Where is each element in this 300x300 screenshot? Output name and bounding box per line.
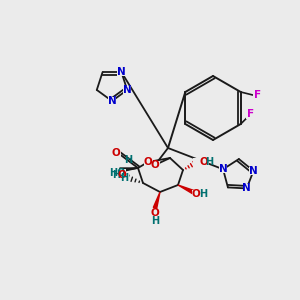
FancyBboxPatch shape [151, 160, 160, 169]
FancyBboxPatch shape [193, 158, 209, 166]
Text: O: O [151, 160, 159, 170]
FancyBboxPatch shape [117, 68, 125, 76]
Text: N: N [249, 166, 258, 176]
Polygon shape [178, 185, 194, 194]
Polygon shape [120, 168, 138, 172]
FancyBboxPatch shape [151, 208, 160, 217]
FancyBboxPatch shape [253, 91, 262, 100]
FancyBboxPatch shape [119, 173, 129, 182]
FancyBboxPatch shape [250, 167, 257, 175]
Text: H: H [151, 216, 159, 226]
FancyBboxPatch shape [246, 110, 255, 118]
Text: H: H [199, 189, 207, 199]
Text: F: F [254, 90, 261, 100]
Text: H: H [205, 157, 213, 167]
Text: HO: HO [109, 168, 125, 178]
Text: N: N [123, 85, 132, 95]
Polygon shape [153, 192, 160, 208]
Text: O: O [151, 208, 159, 218]
FancyBboxPatch shape [243, 184, 251, 192]
FancyBboxPatch shape [108, 97, 116, 105]
FancyBboxPatch shape [219, 165, 227, 173]
FancyBboxPatch shape [108, 169, 126, 178]
FancyBboxPatch shape [143, 158, 152, 166]
FancyBboxPatch shape [106, 170, 126, 179]
Text: O: O [192, 189, 200, 199]
Text: O: O [112, 148, 120, 158]
Text: O: O [199, 157, 208, 167]
Text: H: H [124, 155, 132, 165]
Text: O: O [144, 157, 152, 167]
Text: H: H [112, 170, 120, 180]
Text: O: O [118, 170, 127, 180]
Text: F: F [247, 109, 254, 119]
FancyBboxPatch shape [112, 148, 121, 158]
Text: N: N [219, 164, 227, 174]
Text: N: N [242, 183, 251, 194]
FancyBboxPatch shape [191, 190, 200, 199]
Text: H: H [120, 173, 128, 183]
FancyBboxPatch shape [123, 86, 131, 94]
Text: N: N [117, 67, 126, 77]
Text: N: N [108, 96, 116, 106]
